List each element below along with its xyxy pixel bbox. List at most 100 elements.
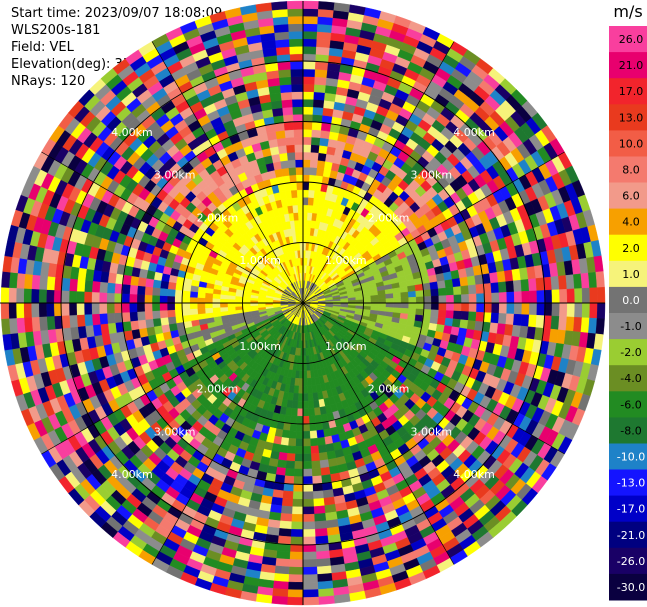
gate-cell	[287, 159, 297, 169]
gate-cell	[430, 309, 439, 318]
gate-cell	[98, 302, 108, 314]
gate-cell	[166, 295, 176, 304]
gate-cell	[281, 167, 290, 177]
gate-cell	[313, 84, 327, 94]
gate-cell	[302, 491, 314, 500]
gate-cell	[574, 288, 583, 304]
gate-cell	[151, 310, 161, 320]
gate-cell	[166, 302, 176, 311]
gate-cell	[491, 292, 500, 304]
gate-cell	[322, 489, 334, 499]
gate-cell	[23, 302, 32, 318]
gate-cell	[544, 289, 553, 304]
gate-cell	[436, 316, 446, 326]
gate-cell	[8, 317, 18, 335]
gate-cell	[407, 308, 417, 316]
ring-label: 4.00km	[111, 126, 153, 139]
gate-cell	[289, 46, 304, 55]
gate-cell	[317, 152, 327, 162]
gate-cell	[505, 313, 515, 326]
gate-cell	[288, 167, 297, 176]
gate-cell	[490, 282, 500, 294]
gate-cell	[287, 581, 304, 591]
gate-cell	[16, 272, 26, 289]
gate-cell	[287, 437, 297, 447]
gate-cell	[385, 293, 394, 299]
gate-cell	[483, 292, 493, 304]
gate-cell	[294, 136, 304, 145]
gate-cell	[122, 274, 132, 286]
gate-cell	[302, 363, 307, 372]
gate-cell	[528, 302, 538, 316]
gate-cell	[68, 290, 78, 304]
gate-cell	[490, 312, 500, 324]
gate-cell	[279, 512, 293, 522]
gate-cell	[291, 197, 299, 206]
gate-cell	[535, 314, 545, 329]
gate-cell	[121, 302, 130, 313]
gate-cell	[288, 574, 304, 583]
gate-cell	[288, 38, 304, 47]
gate-cell	[314, 414, 323, 424]
gate-cell	[312, 106, 324, 116]
gate-cell	[423, 296, 432, 304]
gate-cell	[288, 559, 304, 568]
gate-cell	[290, 536, 304, 545]
gate-cell	[311, 475, 323, 485]
gate-cell	[23, 288, 32, 304]
gate-cell	[291, 83, 304, 93]
gate-cell	[283, 475, 295, 485]
gate-cell	[174, 309, 184, 317]
gate-cell	[30, 302, 40, 318]
gate-cell	[309, 422, 317, 432]
gate-cell	[307, 385, 313, 394]
gate-cell	[282, 490, 294, 500]
gate-cell	[293, 476, 304, 485]
gate-cell	[467, 284, 477, 295]
gate-cell	[589, 287, 598, 304]
gate-cell	[414, 283, 424, 292]
gate-cell	[430, 302, 440, 311]
gate-cell	[302, 528, 316, 538]
gate-cell	[459, 319, 469, 330]
gate-cell	[76, 290, 85, 304]
gate-cell	[91, 302, 100, 315]
gate-cell	[565, 274, 575, 290]
gate-cell	[292, 204, 299, 214]
gate-cell	[8, 302, 17, 319]
gate-cell	[227, 298, 236, 304]
gate-cell	[197, 307, 206, 315]
gate-cell	[302, 166, 311, 176]
gate-cell	[314, 76, 327, 86]
gate-cell	[76, 302, 85, 316]
gate-cell	[314, 528, 328, 537]
gate-cell	[302, 385, 308, 394]
gate-cell	[313, 399, 320, 409]
gate-cell	[197, 313, 207, 320]
gate-cell	[46, 275, 56, 291]
gate-cell	[290, 521, 304, 530]
gate-cell	[573, 273, 583, 290]
gate-cell	[152, 317, 162, 327]
gate-cell	[275, 130, 286, 140]
gate-cell	[302, 227, 308, 236]
gate-cell	[311, 129, 322, 139]
gate-cell	[286, 452, 296, 462]
gate-cell	[467, 311, 477, 322]
gate-cell	[275, 38, 290, 48]
gate-cell	[16, 317, 26, 334]
gate-cell	[296, 181, 304, 191]
gate-cell	[311, 467, 322, 477]
gate-cell	[302, 566, 318, 576]
gate-cell	[106, 302, 115, 314]
gate-cell	[144, 310, 154, 320]
gate-cell	[573, 316, 583, 333]
ring-label: 3.00km	[411, 425, 453, 438]
gate-cell	[392, 292, 402, 299]
gate-cell	[422, 289, 432, 297]
gate-cell	[292, 483, 304, 493]
gate-cell	[159, 302, 168, 311]
start-time: Start time: 2023/09/07 18:08:09	[11, 6, 223, 21]
gate-cell	[302, 370, 308, 379]
gate-cell	[315, 46, 331, 56]
